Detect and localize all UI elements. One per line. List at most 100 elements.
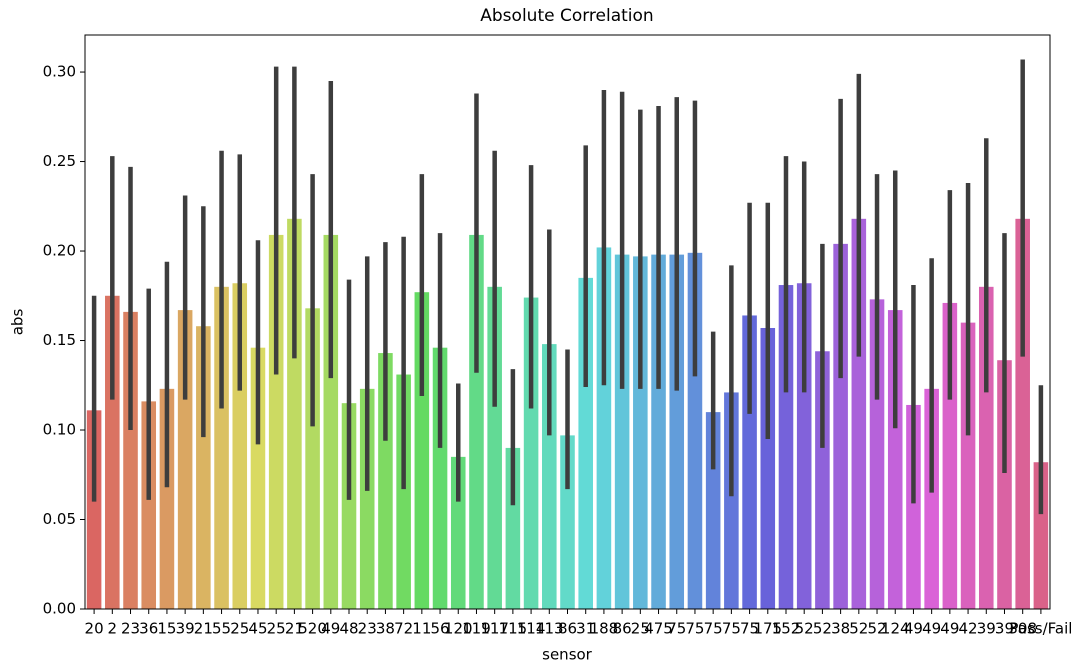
x-tick-label: 49 bbox=[321, 620, 340, 638]
bar bbox=[760, 327, 776, 609]
bar bbox=[614, 254, 630, 609]
bar bbox=[232, 283, 248, 609]
bar bbox=[323, 234, 339, 609]
x-tick-label: 520 bbox=[298, 620, 327, 638]
bar bbox=[287, 218, 302, 609]
x-tick-label: 36 bbox=[139, 620, 158, 638]
x-tick-label: 124 bbox=[881, 620, 910, 638]
x-tick-label: 114 bbox=[517, 620, 546, 638]
bar bbox=[560, 435, 575, 609]
bar bbox=[432, 347, 448, 609]
bar bbox=[742, 315, 757, 609]
x-tick-label: 2 bbox=[108, 620, 118, 638]
x-tick-label: 39 bbox=[977, 620, 996, 638]
bar bbox=[705, 412, 721, 609]
bar bbox=[542, 344, 557, 609]
bar bbox=[633, 256, 648, 609]
x-tick-label: 15 bbox=[157, 620, 176, 638]
x-tick-label: 75 bbox=[685, 620, 704, 638]
bar bbox=[724, 392, 739, 609]
bar bbox=[196, 326, 211, 609]
bar bbox=[1033, 462, 1049, 609]
bar bbox=[396, 374, 411, 609]
bar bbox=[869, 299, 885, 609]
bar bbox=[505, 447, 521, 609]
bar bbox=[833, 243, 848, 609]
bar bbox=[378, 353, 393, 609]
x-tick-label: 52 bbox=[867, 620, 886, 638]
bar bbox=[796, 283, 812, 609]
x-tick-label: 72 bbox=[394, 620, 413, 638]
bar bbox=[214, 286, 229, 609]
x-axis-label: sensor bbox=[542, 646, 593, 664]
plot-frame bbox=[84, 34, 1051, 610]
x-tick-label: 113 bbox=[535, 620, 564, 638]
x-tick-label: 25 bbox=[631, 620, 650, 638]
x-tick-label: 152 bbox=[772, 620, 801, 638]
bar bbox=[469, 234, 484, 609]
bar bbox=[851, 218, 867, 609]
x-tick-label: 23 bbox=[121, 620, 140, 638]
bar bbox=[687, 252, 703, 610]
bar bbox=[250, 347, 266, 609]
x-tick-label: 49 bbox=[904, 620, 923, 638]
x-tick-label: 25 bbox=[230, 620, 249, 638]
bar bbox=[596, 247, 612, 610]
x-tick-label: 75 bbox=[740, 620, 759, 638]
x-tick-label: 308 bbox=[1008, 620, 1037, 638]
x-tick-label: 31 bbox=[576, 620, 595, 638]
x-tick-label: 49 bbox=[922, 620, 941, 638]
bar bbox=[906, 404, 921, 609]
x-tick-label: 56 bbox=[431, 620, 450, 638]
x-tick-label: 86 bbox=[558, 620, 577, 638]
bar bbox=[960, 322, 976, 609]
bar bbox=[141, 401, 157, 609]
y-tick-label: 0.10 bbox=[43, 421, 76, 439]
bar bbox=[123, 311, 138, 609]
x-tick-label: 23 bbox=[358, 620, 377, 638]
bar bbox=[997, 360, 1012, 609]
bar bbox=[159, 388, 175, 609]
x-tick-label: 75 bbox=[667, 620, 686, 638]
bar bbox=[487, 286, 502, 609]
x-tick-label: 175 bbox=[753, 620, 782, 638]
x-tick-label: 120 bbox=[444, 620, 473, 638]
bar bbox=[942, 302, 958, 609]
bar bbox=[305, 308, 320, 609]
bar bbox=[669, 254, 685, 609]
bar bbox=[450, 456, 466, 609]
bar bbox=[105, 295, 120, 609]
chart-title: Absolute Correlation bbox=[480, 6, 653, 26]
x-tick-label: 21 bbox=[194, 620, 213, 638]
x-tick-label: 86 bbox=[613, 620, 632, 638]
bar bbox=[414, 292, 430, 609]
x-tick-label: 75 bbox=[704, 620, 723, 638]
bar bbox=[523, 297, 539, 609]
y-tick-label: 0.15 bbox=[43, 331, 76, 349]
x-tick-label: 11 bbox=[412, 620, 431, 638]
x-tick-label: 45 bbox=[248, 620, 267, 638]
x-tick-label: 20 bbox=[85, 620, 104, 638]
y-tick-label: 0.25 bbox=[43, 152, 76, 170]
y-tick-label: 0.30 bbox=[43, 63, 76, 81]
bar bbox=[887, 310, 903, 609]
x-tick-label: 75 bbox=[722, 620, 741, 638]
bar bbox=[86, 410, 102, 609]
y-tick-label: 0.05 bbox=[43, 510, 76, 528]
x-tick-label: 55 bbox=[212, 620, 231, 638]
y-tick-label: 0.00 bbox=[43, 600, 76, 618]
bar bbox=[815, 351, 830, 609]
x-tick-label: 38 bbox=[831, 620, 850, 638]
x-tick-label: 48 bbox=[339, 620, 358, 638]
bar bbox=[359, 388, 375, 609]
bar bbox=[778, 285, 794, 609]
bar bbox=[651, 254, 666, 609]
bar bbox=[177, 310, 193, 609]
x-tick-label: 39 bbox=[995, 620, 1014, 638]
y-axis-label: abs bbox=[9, 309, 27, 336]
bar bbox=[1015, 218, 1030, 609]
bar bbox=[341, 403, 357, 609]
bar bbox=[268, 234, 284, 609]
x-tick-label: 52 bbox=[795, 620, 814, 638]
